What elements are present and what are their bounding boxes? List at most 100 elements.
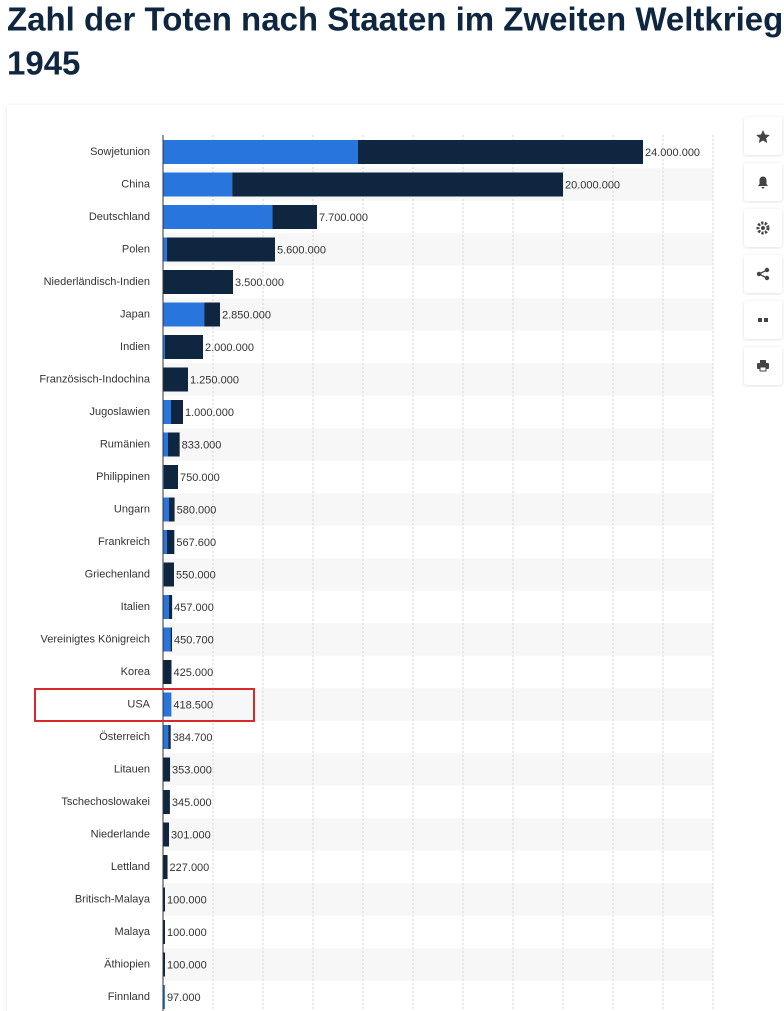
row-stripe [163,948,713,981]
row-stripe [163,558,713,591]
bar-segment [163,270,233,294]
favorite-button[interactable] [744,117,782,155]
category-label: Vereinigtes Königreich [41,633,150,645]
bar-segment [163,952,165,977]
share-button[interactable] [744,255,782,293]
bar-segment [163,790,170,814]
value-label: 1.250.000 [190,374,239,386]
bar-segment [163,887,165,912]
value-label: 425.000 [174,667,214,679]
value-label: 2.850.000 [222,309,271,321]
bar-segment [170,627,173,652]
bar-segment [163,757,171,782]
alert-button[interactable] [744,163,782,201]
bar-segment [171,400,183,424]
value-label: 457.000 [174,602,214,614]
bar-segment [164,562,174,587]
bar-segment [167,530,175,554]
value-label: 418.500 [173,699,213,711]
category-label: Ungarn [114,503,150,515]
toolbar [744,117,782,385]
bar-segment [163,692,172,717]
value-label: 100.000 [167,959,207,971]
value-label: 750.000 [180,472,220,484]
category-label: Lettland [111,861,150,873]
category-label: Britisch-Malaya [75,893,151,905]
category-label: Deutschland [89,211,150,223]
category-label: Rumänien [100,438,150,450]
bar-segment [163,530,167,554]
bar-segment [358,140,643,164]
row-stripe [163,493,713,526]
category-label: Indien [120,341,150,353]
category-label: Finnland [108,991,150,1003]
value-label: 100.000 [167,894,207,906]
bar-segment [168,725,171,749]
value-label: 3.500.000 [235,277,284,289]
row-stripe [163,623,713,656]
bar-segment [163,205,273,229]
bar-segment [272,205,317,229]
category-label: Frankreich [98,536,150,548]
category-label: Japan [120,308,150,320]
bar-segment [163,985,165,1009]
row-stripe [163,883,713,916]
value-label: 1.000.000 [185,407,234,419]
category-label: Griechenland [85,568,150,580]
bar-segment [167,237,275,262]
bar-segment [232,172,563,197]
bar-segment [165,335,203,359]
value-label: 5.600.000 [277,244,326,256]
bar-segment [163,725,169,749]
bar-segment [163,920,165,944]
value-label: 833.000 [182,439,222,451]
bar-segment [163,400,171,424]
category-label: Korea [121,666,151,678]
print-button[interactable] [744,347,782,385]
bar-segment [163,855,168,879]
value-label: 384.700 [173,732,213,744]
value-label: 353.000 [172,764,212,776]
value-label: 580.000 [177,504,217,516]
row-stripe [163,298,713,331]
bar-segment [163,302,205,327]
category-label: Niederlande [91,828,150,840]
row-stripe [163,688,713,721]
category-label: Jugoslawien [89,406,150,418]
bar-segment [164,465,178,489]
row-stripe [163,363,713,396]
bar-segment [163,140,358,164]
category-label: Italien [121,601,150,613]
value-label: 97.000 [167,992,201,1004]
bar-segment [169,497,175,522]
bar-segment [204,302,220,327]
value-label: 550.000 [176,569,216,581]
highlight-box [34,688,255,722]
bar-segment [163,497,169,522]
bar-segment [163,432,168,457]
bar-segment [169,595,173,619]
value-label: 2.000.000 [205,342,254,354]
bar-segment [163,172,233,197]
category-label: China [121,178,151,190]
bar-segment [163,367,188,392]
value-label: 450.700 [174,634,214,646]
value-label: 301.000 [171,829,211,841]
category-label: USA [127,698,150,710]
category-label: Tschechoslowakei [61,796,150,808]
category-label: Niederländisch-Indien [44,276,150,288]
value-label: 100.000 [167,927,207,939]
row-stripe [163,818,713,851]
bar-segment [163,627,171,652]
cite-button[interactable] [744,301,782,339]
chart-title: Zahl der Toten nach Staaten im Zweiten W… [7,1,784,38]
bar-segment [163,237,167,262]
category-label: Polen [122,243,150,255]
category-label: Philippinen [96,471,150,483]
row-stripe [163,428,713,461]
category-label: Malaya [115,926,151,938]
value-label: 20.000.000 [565,179,620,191]
settings-button[interactable] [744,209,782,247]
